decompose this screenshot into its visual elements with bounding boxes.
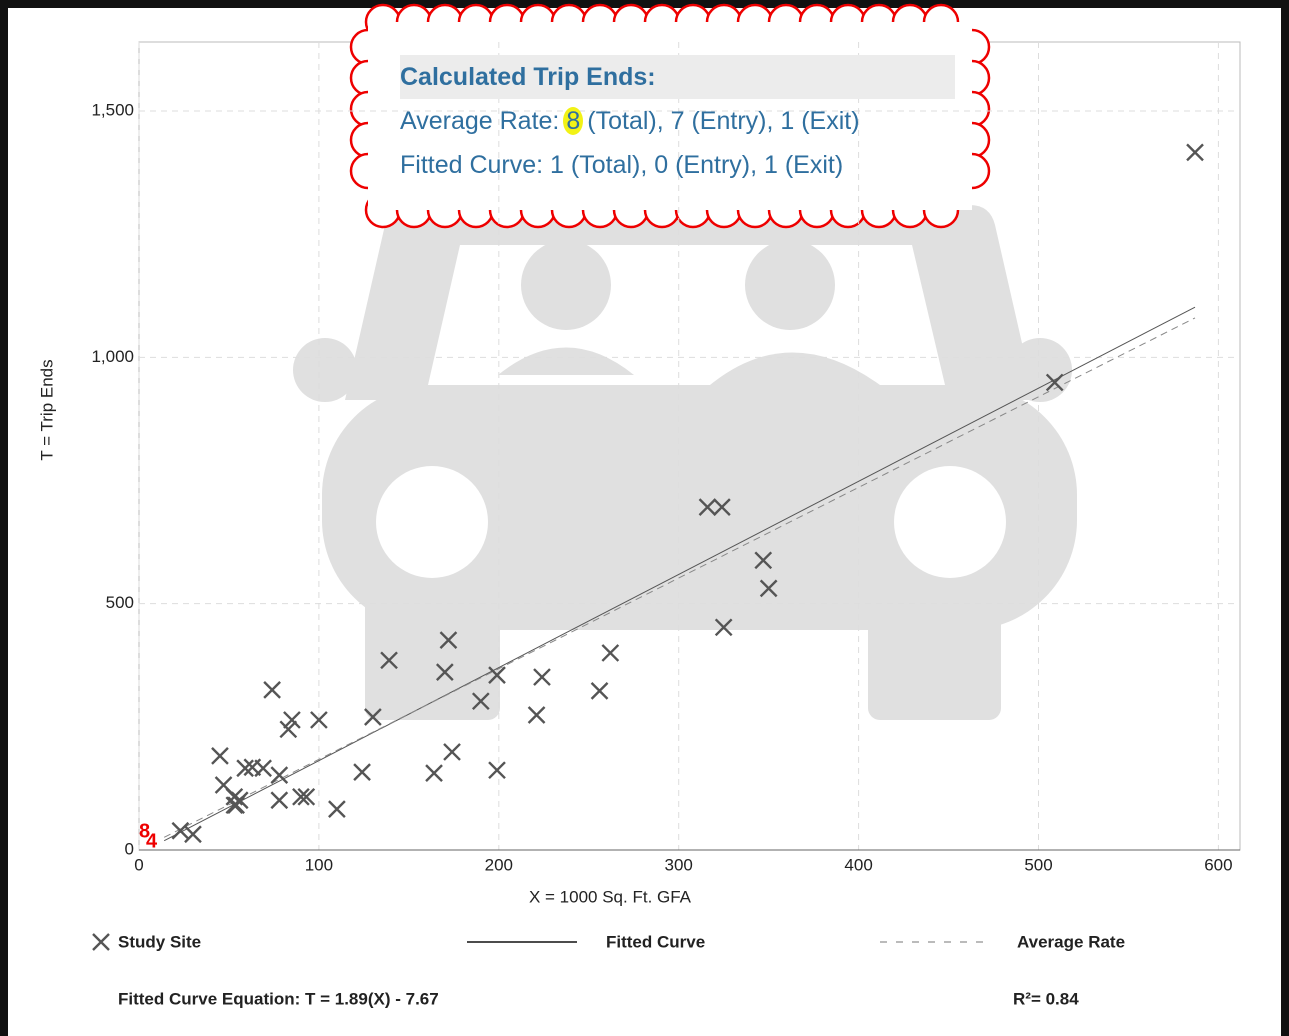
legend-label: Study Site <box>118 932 201 951</box>
x-tick-label: 600 <box>1204 855 1232 874</box>
text: Average Rate: <box>400 107 559 135</box>
y-tick-label: 500 <box>106 593 134 612</box>
y-axis-label: T = Trip Ends <box>37 359 56 460</box>
x-tick-label: 300 <box>665 855 693 874</box>
x-tick-label: 200 <box>485 855 513 874</box>
x-tick-label: 500 <box>1024 855 1052 874</box>
y-tick-label: 0 <box>125 839 134 858</box>
callout-title: Calculated Trip Ends: <box>400 55 955 99</box>
x-axis-label: X = 1000 Sq. Ft. GFA <box>529 887 692 906</box>
callout-line: Average Rate:8(Total), 7 (Entry), 1 (Exi… <box>400 99 955 143</box>
legend-label: Fitted Curve <box>606 932 705 951</box>
callout: Calculated Trip Ends: Average Rate:8(Tot… <box>400 55 955 187</box>
text: (Total), 7 (Entry), 1 (Exit) <box>587 107 859 135</box>
highlight: 8 <box>563 107 583 135</box>
y-tick-label: 1,500 <box>91 100 134 119</box>
r-squared: R²= 0.84 <box>1013 989 1079 1008</box>
annotation: 4 <box>146 830 158 852</box>
x-tick-label: 400 <box>844 855 872 874</box>
x-tick-label: 100 <box>305 855 333 874</box>
callout-line: Fitted Curve: 1 (Total), 0 (Entry), 1 (E… <box>400 143 955 187</box>
y-tick-label: 1,000 <box>91 347 134 366</box>
equation: Fitted Curve Equation: T = 1.89(X) - 7.6… <box>118 989 439 1008</box>
page: X = 1000 Sq. Ft. GFA T = Trip Ends Study… <box>0 0 1289 1036</box>
x-tick-label: 0 <box>134 855 143 874</box>
legend-label: Average Rate <box>1017 932 1125 951</box>
